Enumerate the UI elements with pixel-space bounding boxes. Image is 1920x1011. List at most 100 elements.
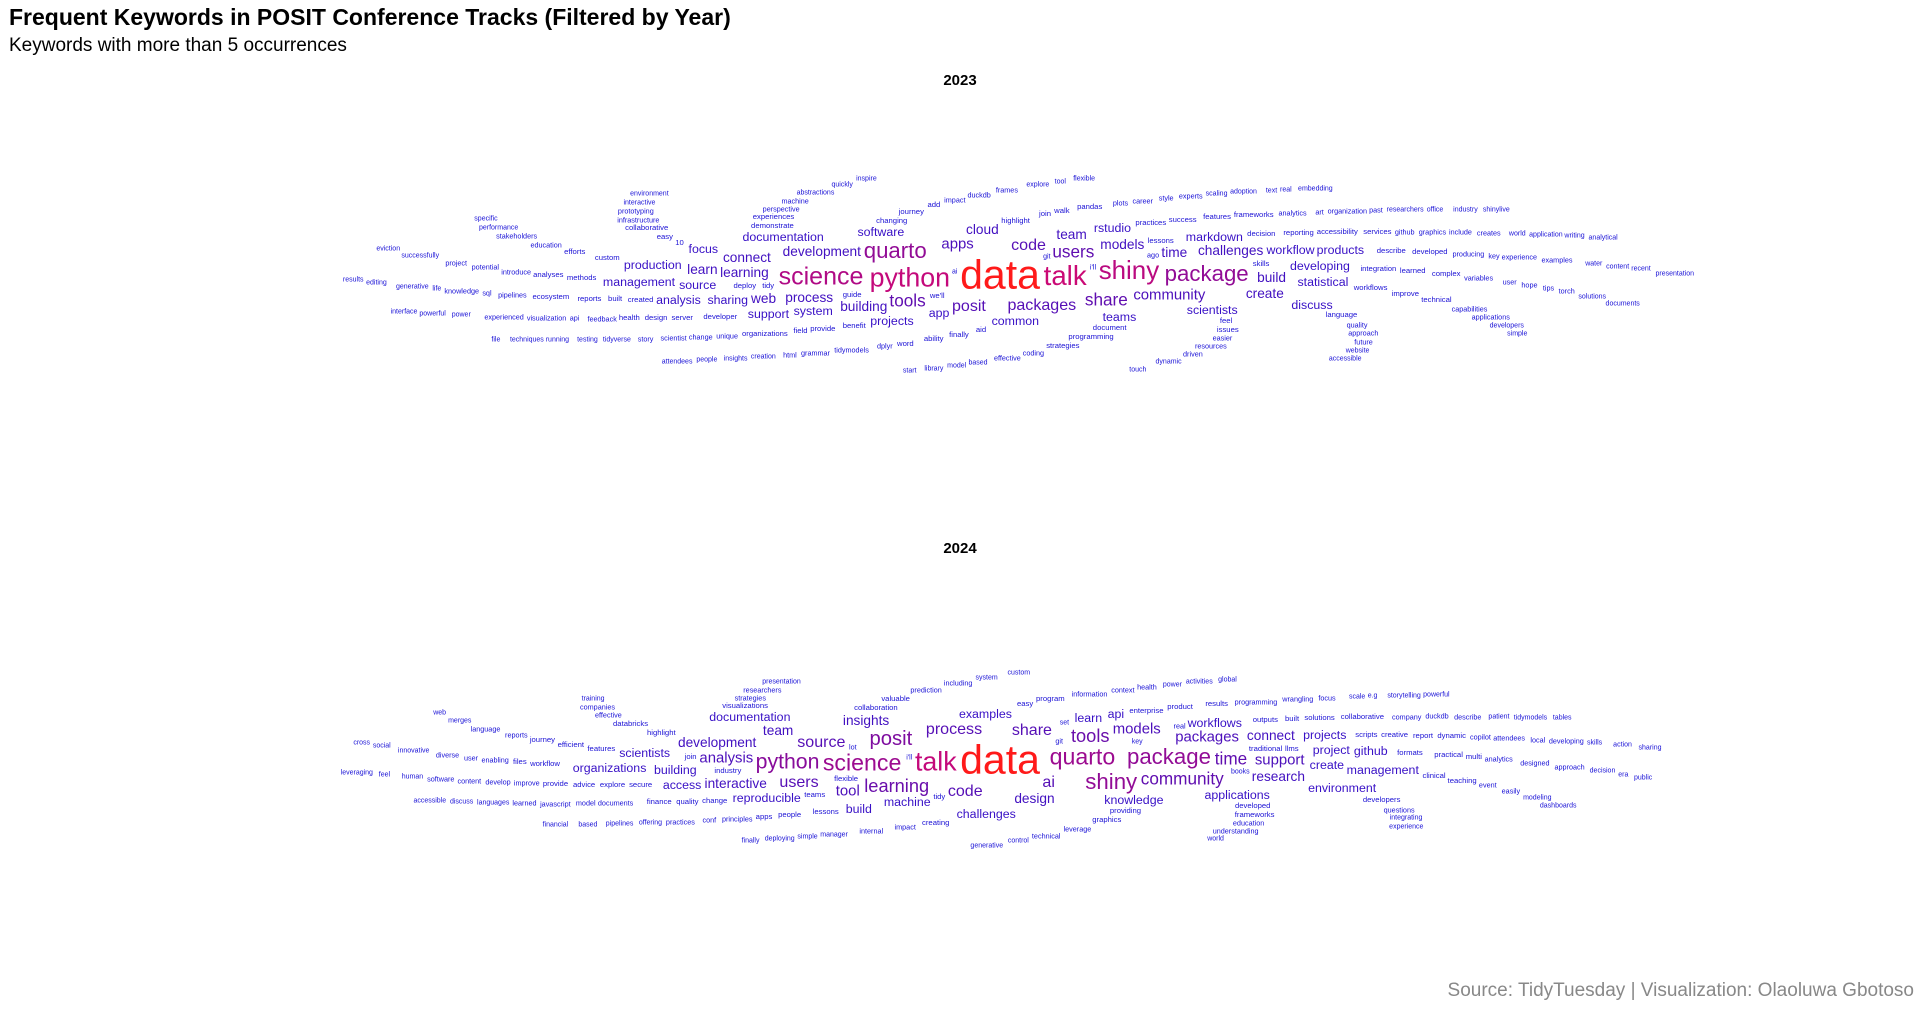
word-formats: formats	[1397, 748, 1423, 758]
word-design: design	[1014, 791, 1055, 807]
word-research: research	[1251, 768, 1305, 784]
word-learning: learning	[864, 775, 930, 797]
word-analytical: analytical	[1588, 234, 1618, 242]
word-llms: llms	[1284, 744, 1299, 754]
word-powerful: powerful	[1423, 691, 1450, 699]
word-financial: financial	[542, 821, 569, 829]
word-valuable: valuable	[881, 694, 910, 704]
word-people: people	[778, 810, 802, 820]
word-lot: lot	[849, 742, 857, 752]
word-insights: insights	[723, 355, 748, 363]
word-ago: ago	[1147, 250, 1160, 260]
word-aid: aid	[975, 325, 987, 335]
word-organizations: organizations	[572, 760, 647, 775]
word-results: results	[1205, 699, 1228, 709]
word-source: source	[797, 732, 846, 751]
word-walk: walk	[1054, 206, 1070, 216]
word-tidy: tidy	[933, 791, 946, 801]
word-key: key	[1488, 250, 1500, 260]
word-abstractions: abstractions	[796, 189, 835, 197]
facet-title-2023: 2023	[943, 72, 977, 89]
chart-title: Frequent Keywords in POSIT Conference Tr…	[9, 4, 731, 30]
word-attendees: attendees	[1493, 733, 1526, 743]
word-teams: teams	[1102, 309, 1137, 324]
word-code: code	[947, 781, 983, 800]
word-content: content	[457, 776, 482, 786]
word-10: 10	[675, 237, 684, 247]
word-develop: develop	[485, 777, 511, 787]
word-learned: learned	[512, 798, 537, 808]
word-art: art	[1315, 207, 1324, 217]
word-decision: decision	[1247, 229, 1276, 239]
word-real: real	[1173, 721, 1186, 731]
word-learning: learning	[720, 265, 769, 281]
word-highlight: highlight	[646, 727, 676, 737]
word-set: set	[1059, 719, 1070, 727]
word-javascript: javascript	[540, 798, 571, 808]
word-system: system	[975, 674, 998, 682]
word-git: git	[1055, 736, 1063, 746]
word-presentation: presentation	[762, 678, 801, 686]
word-content: content	[1606, 263, 1630, 271]
word-dynamic: dynamic	[1155, 358, 1182, 366]
word-improve: improve	[513, 778, 540, 788]
word-integration: integration	[1360, 263, 1397, 273]
word-life: life	[432, 285, 442, 293]
word-describe: describe	[1454, 711, 1482, 721]
word-databricks: databricks	[613, 719, 649, 729]
word-files: files	[513, 757, 527, 767]
word-production: production	[623, 257, 682, 272]
word-guide: guide	[842, 290, 862, 300]
word-effective: effective	[993, 353, 1021, 363]
word-knowledge: knowledge	[444, 286, 480, 296]
word-html: html	[783, 350, 797, 360]
word-easier: easier	[1212, 333, 1233, 343]
word-finally: finally	[949, 330, 969, 340]
word-collaborative: collaborative	[1340, 712, 1384, 722]
word-workflows: workflows	[1353, 283, 1388, 293]
word-finally: finally	[741, 837, 760, 845]
word-tool: tool	[835, 783, 860, 800]
word-documents: documents	[1605, 300, 1640, 308]
word-science: science	[778, 262, 864, 291]
word-developers: developers	[1489, 322, 1524, 330]
word-skills: skills	[1586, 739, 1603, 747]
word-analytics: analytics	[1278, 208, 1307, 218]
word-wrangling: wrangling	[1282, 694, 1314, 704]
word-shiny: shiny	[1098, 257, 1160, 286]
word-developing: developing	[1290, 258, 1350, 273]
word-activities: activities	[1185, 678, 1213, 686]
word-analyses: analyses	[533, 270, 564, 280]
word-projects: projects	[1303, 727, 1347, 742]
word-diverse: diverse	[435, 750, 460, 760]
word-stakeholders: stakeholders	[496, 231, 538, 241]
word-quarto: quarto	[863, 237, 927, 263]
word-career: career	[1132, 196, 1153, 206]
word-building: building	[840, 298, 888, 314]
word-posit: posit	[951, 296, 986, 315]
word-applications: applications	[1204, 787, 1270, 802]
word-organizations: organizations	[742, 328, 788, 338]
word-describe: describe	[1376, 245, 1406, 255]
word-data: data	[960, 736, 1040, 783]
word-data: data	[960, 251, 1040, 298]
word-community: community	[1140, 768, 1224, 789]
word-tips: tips	[1542, 283, 1555, 293]
word-water: water	[1585, 260, 1603, 268]
word-creation: creation	[750, 353, 776, 361]
word-companies: companies	[580, 702, 616, 712]
word-easy: easy	[1016, 699, 1034, 709]
word-posit: posit	[869, 728, 913, 751]
word-era: era	[1618, 771, 1629, 779]
word-manager: manager	[820, 831, 848, 839]
word-real: real	[1280, 186, 1292, 194]
word-share: share	[1011, 720, 1052, 739]
word-producing: producing	[1452, 249, 1485, 259]
word-researchers: researchers	[1386, 206, 1424, 214]
word-community: community	[1133, 287, 1206, 304]
word-models: models	[1112, 721, 1161, 738]
word-build: build	[1257, 269, 1286, 285]
word-software: software	[427, 774, 455, 784]
word-developing: developing	[1548, 736, 1584, 746]
word-ability: ability	[923, 334, 944, 344]
